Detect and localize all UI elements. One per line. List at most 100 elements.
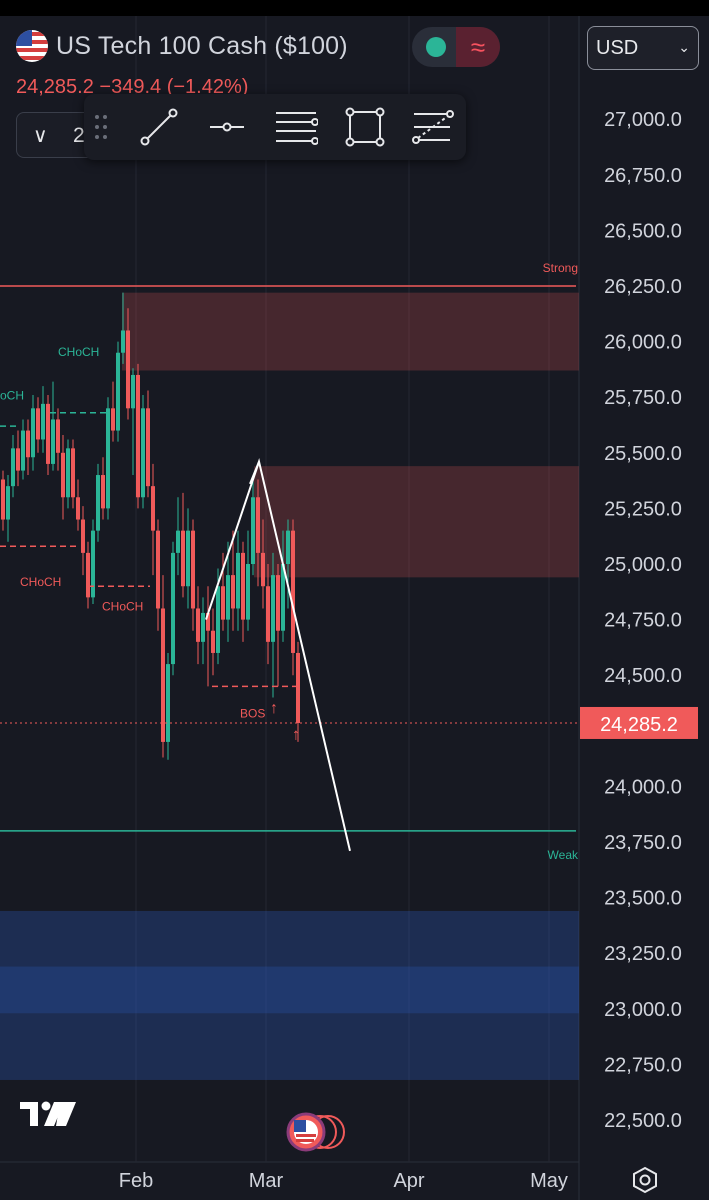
tradingview-logo: [20, 1101, 76, 1126]
candle-body: [146, 408, 150, 487]
market-status-pill[interactable]: ≈: [412, 27, 500, 67]
fib-retracement-icon[interactable]: [410, 104, 456, 150]
candle-body: [76, 497, 80, 520]
candle-body: [166, 664, 170, 742]
parallel-lines-icon[interactable]: [272, 104, 318, 150]
chevron-down-icon: ⌄: [678, 39, 690, 55]
symbol-header[interactable]: US Tech 100 Cash ($100): [16, 30, 348, 62]
price-axis-label: 26,750.0: [604, 165, 682, 187]
settings-icon[interactable]: [631, 1166, 659, 1194]
candle-body: [201, 612, 205, 642]
candle-body: [126, 330, 130, 409]
candle-body: [281, 564, 285, 631]
zone-inner-band: [0, 966, 579, 1014]
time-axis-label-apr: Apr: [393, 1170, 424, 1192]
candle-body: [1, 479, 5, 520]
candle-body: [61, 452, 65, 498]
price-axis-label: 23,000.0: [604, 999, 682, 1021]
candle-body: [11, 448, 15, 487]
us-flag-icon: [16, 30, 48, 62]
wave-icon: ≈: [456, 27, 500, 67]
price-axis-label: 27,000.0: [604, 109, 682, 131]
symbol-title: US Tech 100 Cash ($100): [56, 31, 348, 60]
annotation-bos-4: BOS: [240, 706, 265, 720]
candle-body: [91, 530, 95, 598]
candle-body: [181, 530, 185, 587]
zone-0: [122, 292, 579, 371]
status-bar: [0, 0, 709, 16]
candle-body: [6, 486, 10, 520]
current-price-tag: [580, 706, 698, 739]
candle-body: [141, 408, 145, 498]
price-axis-label: 25,750.0: [604, 387, 682, 409]
level-label-strong: Strong: [543, 261, 578, 275]
up-arrow-icon: ↑: [270, 700, 278, 717]
candle-body: [266, 586, 270, 642]
candle-body: [16, 448, 20, 471]
price-axis-label: 23,500.0: [604, 888, 682, 910]
candle-body: [96, 475, 100, 531]
price-axis-label: 23,250.0: [604, 943, 682, 965]
candle-body: [21, 430, 25, 471]
trend-triangle-apex: [249, 461, 260, 485]
candle-body: [251, 497, 255, 564]
candle-body: [46, 403, 50, 464]
up-arrow-icon: ↑: [292, 727, 300, 744]
candle-body: [136, 374, 140, 498]
candle-body: [101, 475, 105, 509]
candle-body: [116, 352, 120, 431]
price-axis-label: 22,750.0: [604, 1054, 682, 1076]
candle-body: [186, 530, 190, 587]
candle-body: [196, 608, 200, 642]
candle-body: [66, 448, 70, 498]
candle-body: [231, 575, 235, 609]
price-chart[interactable]: Strong Weak CHoCH oCH CHoCH CHoCH BOS ↑ ↑ 27,000.…: [0, 16, 709, 1200]
candle-body: [86, 552, 90, 598]
compare-symbols-icon[interactable]: [282, 1110, 346, 1154]
price-axis-label: 26,500.0: [604, 220, 682, 242]
candle-body: [276, 575, 280, 631]
candle-body: [171, 552, 175, 665]
rectangle-icon[interactable]: [342, 104, 388, 150]
candle-body: [211, 630, 215, 653]
candle-body: [36, 408, 40, 440]
candle-body: [151, 486, 155, 531]
price-axis-label: 25,000.0: [604, 554, 682, 576]
candle-body: [221, 586, 225, 620]
candle-body: [56, 419, 60, 453]
candle-body: [261, 552, 265, 587]
candle-body: [71, 448, 75, 498]
trend-line-icon[interactable]: [136, 104, 182, 150]
currency-select[interactable]: USD ⌄: [587, 26, 699, 70]
annotation-och-1: oCH: [0, 388, 24, 402]
level-label-weak: Weak: [548, 848, 579, 862]
candle-body: [81, 519, 85, 553]
candle-body: [286, 530, 290, 564]
drawing-toolbar[interactable]: [84, 94, 466, 160]
candle-body: [216, 586, 220, 653]
collapse-legend-button[interactable]: ∨ 2: [16, 112, 96, 158]
horizontal-ray-icon[interactable]: [204, 104, 250, 150]
price-axis-label: 24,500.0: [604, 665, 682, 687]
price-axis-label: 24,000.0: [604, 776, 682, 798]
price-axis-label: 24,750.0: [604, 610, 682, 632]
time-axis-label-mar: Mar: [249, 1170, 284, 1192]
candle-body: [161, 608, 165, 742]
legend-count: 2: [73, 124, 85, 147]
price-axis-label: 23,750.0: [604, 832, 682, 854]
current-price-value: 24,285.2: [600, 714, 678, 736]
drag-handle-icon[interactable]: [94, 114, 108, 140]
candle-body: [111, 408, 115, 431]
candle-body: [206, 612, 210, 631]
time-axis-label-feb: Feb: [119, 1170, 153, 1192]
candle-body: [156, 530, 160, 609]
price-axis-label: 22,500.0: [604, 1110, 682, 1132]
market-open-dot: [426, 37, 446, 57]
candle-body: [241, 552, 245, 620]
candle-body: [26, 430, 30, 458]
candle-body: [41, 403, 45, 440]
annotation-choch-2: CHoCH: [20, 575, 61, 589]
candle-body: [246, 564, 250, 620]
candle-body: [176, 530, 180, 553]
price-axis-label: 25,250.0: [604, 498, 682, 520]
